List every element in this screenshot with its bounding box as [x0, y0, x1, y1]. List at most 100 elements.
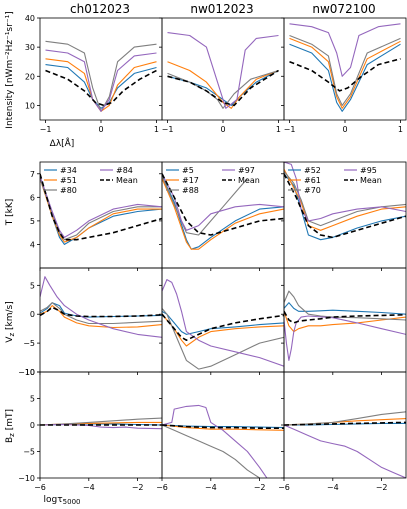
series-line-mean [284, 421, 406, 426]
legend-label: #34 [60, 166, 77, 175]
legend-label: #88 [182, 186, 199, 195]
y-tick-label: 10 [25, 101, 35, 110]
series-line-mean [40, 173, 162, 241]
series-line-mean [45, 69, 157, 107]
column-title-3: nw072100 [312, 2, 375, 16]
legend-label: #95 [360, 166, 377, 175]
x-tick-label: −4 [205, 483, 217, 492]
y-tick-label: 5 [30, 281, 35, 290]
plot-field-1 [40, 417, 162, 430]
series-line-n61 [284, 168, 406, 231]
tau-axis-label: logτ5000 [44, 495, 81, 506]
plot-velocity-1 [40, 276, 162, 338]
series-line-n97 [162, 279, 284, 367]
series-line-n95 [284, 315, 406, 361]
x-tick-label: −1 [40, 125, 52, 134]
series-line-n17 [167, 61, 279, 109]
x-tick-label: −2 [376, 483, 388, 492]
series-line-mean [162, 173, 284, 236]
y-tick-label: 20 [25, 72, 35, 81]
intensity-axis-label: Intensity [nWm⁻²Hz⁻¹sr⁻¹] [5, 11, 15, 128]
x-tick-label: 1 [398, 125, 403, 134]
series-line-n84 [40, 175, 162, 238]
series-line-n95 [284, 424, 406, 478]
y-tick-label: 7 [30, 170, 35, 179]
y-tick-label: −5 [23, 339, 35, 348]
series-line-n51 [40, 178, 162, 243]
legend-label: #5 [182, 166, 194, 175]
x-tick-label: −2 [254, 483, 266, 492]
y-tick-label: −10 [18, 474, 35, 483]
plot-velocity-2 [162, 279, 284, 370]
column-title-1: ch012023 [70, 2, 130, 16]
series-line-mean [289, 58, 401, 92]
legend-label: #61 [304, 176, 321, 185]
y-tick-label: 0 [30, 310, 35, 319]
series-line-n84 [45, 49, 157, 112]
field-axis-label: Bz [mT] [5, 409, 16, 443]
x-tick-label: 1 [154, 125, 159, 134]
series-line-n95 [289, 23, 401, 77]
series-line-n61 [289, 37, 401, 109]
plot-velocity-3 [284, 290, 406, 361]
wavelength-axis-label: Δλ[Å] [50, 137, 75, 149]
y-tick-label: 5 [30, 395, 35, 404]
x-tick-label: 0 [220, 125, 225, 134]
legend-label: #52 [304, 166, 321, 175]
series-line-n70 [284, 171, 406, 227]
x-tick-label: −6 [156, 483, 168, 492]
plot-field-2 [162, 404, 284, 478]
series-line-n84 [40, 276, 162, 338]
column-title-2: nw012023 [190, 2, 253, 16]
x-tick-label: 0 [342, 125, 347, 134]
legend-label: Mean [360, 176, 382, 185]
x-tick-label: −1 [284, 125, 296, 134]
plot-frame [39, 267, 163, 373]
series-line-n88 [162, 308, 284, 370]
y-tick-label: 4 [30, 240, 35, 249]
y-tick-label: −10 [18, 368, 35, 377]
series-line-n52 [289, 43, 401, 112]
series-line-n70 [284, 290, 406, 321]
legend-label: #70 [304, 186, 321, 195]
y-tick-label: −5 [23, 448, 35, 457]
series-line-mean [162, 313, 284, 342]
velocity-axis-label: Vz [km/s] [5, 301, 16, 342]
plot-frame [161, 161, 285, 269]
series-line-mean [167, 69, 279, 107]
plot-temperature-1 [40, 173, 162, 245]
x-tick-label: −1 [162, 125, 174, 134]
legend-label: #97 [238, 166, 255, 175]
plot-field-3 [284, 411, 406, 478]
legend-label: #51 [60, 176, 77, 185]
legend-label: Mean [116, 176, 138, 185]
series-line-n5 [162, 310, 284, 335]
series-line-n97 [162, 173, 284, 231]
series-line-n88 [162, 175, 248, 236]
x-tick-label: −2 [132, 483, 144, 492]
series-line-mean [162, 424, 284, 430]
y-tick-label: 5 [30, 217, 35, 226]
series-line-n61 [284, 311, 406, 333]
series-line-n34 [45, 64, 157, 109]
plot-temperature-2 [162, 173, 284, 250]
series-line-n17 [162, 424, 284, 431]
x-tick-label: −6 [278, 483, 290, 492]
y-tick-label: 0 [30, 421, 35, 430]
plot-intensity-3 [289, 23, 401, 112]
series-line-n70 [289, 34, 401, 106]
plot-frame [161, 267, 285, 373]
series-line-n97 [167, 32, 279, 109]
plot-temperature-3 [284, 162, 406, 241]
x-tick-label: −4 [83, 483, 95, 492]
series-line-n88 [162, 424, 260, 478]
series-line-n80 [40, 302, 162, 325]
temperature-axis-label: T [kK] [5, 199, 15, 227]
plot-frame [161, 17, 285, 121]
plot-frame [161, 371, 285, 479]
x-tick-label: 0 [98, 125, 103, 134]
plot-intensity-2 [167, 32, 279, 109]
series-line-n34 [40, 175, 162, 245]
plot-intensity-1 [45, 40, 157, 112]
